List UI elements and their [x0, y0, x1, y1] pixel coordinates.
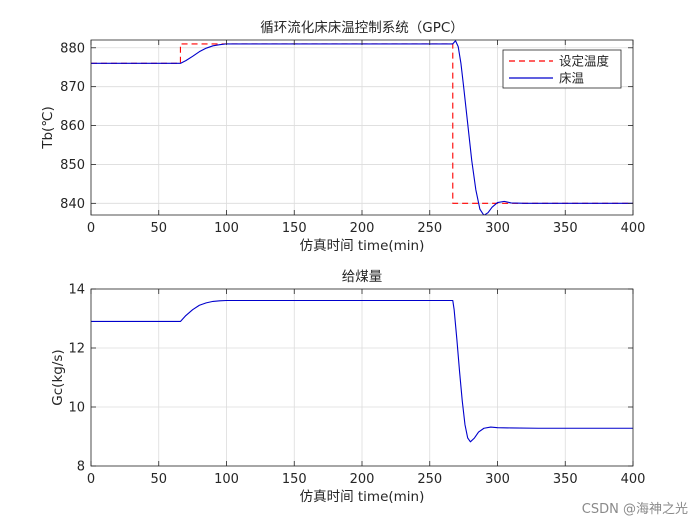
x-tick-label: 250 — [417, 221, 442, 236]
x-tick-label: 150 — [282, 472, 307, 487]
x-tick-label: 100 — [214, 221, 239, 236]
x-tick-label: 200 — [350, 472, 375, 487]
x-tick-label: 300 — [485, 472, 510, 487]
legend-label: 床温 — [559, 71, 585, 86]
y-tick-label: 840 — [60, 197, 85, 212]
y-tick-label: 860 — [60, 119, 85, 134]
x-tick-label: 300 — [485, 221, 510, 236]
x-tick-label: 200 — [350, 221, 375, 236]
series-line-床温 — [91, 40, 633, 215]
coal-feed-y-axis-label: Gc(kg/s) — [50, 349, 66, 405]
watermark: CSDN @海神之光 — [581, 502, 688, 517]
y-tick-label: 8 — [77, 460, 85, 475]
bed-temperature-plot: 0 50 100 150 200 250 300 350 400 840 850 860 870 880 循… — [40, 20, 645, 254]
x-tick-label: 250 — [417, 472, 442, 487]
bed-temp-x-axis-label: 仿真时间 time(min) — [300, 238, 425, 254]
x-tick-label: 150 — [282, 221, 307, 236]
x-tick-label: 0 — [87, 221, 95, 236]
x-tick-label: 100 — [214, 472, 239, 487]
x-tick-label: 400 — [621, 221, 646, 236]
x-tick-label: 50 — [150, 221, 167, 236]
y-tick-label: 10 — [68, 401, 85, 416]
series-line-coal-feed — [91, 299, 633, 443]
y-tick-label: 880 — [60, 41, 85, 56]
y-tick-label: 870 — [60, 80, 85, 95]
x-tick-label: 0 — [87, 472, 95, 487]
legend-box — [502, 49, 622, 89]
x-tick-label: 350 — [553, 472, 578, 487]
y-tick-label: 14 — [68, 283, 85, 298]
legend-label: 设定温度 — [559, 54, 610, 69]
x-tick-label: 350 — [553, 221, 578, 236]
bed-temp-y-axis-label: Tb(℃) — [40, 106, 56, 150]
bed-temp-title: 循环流化床床温控制系统（GPC） — [260, 20, 464, 36]
x-tick-label: 400 — [621, 472, 646, 487]
y-tick-label: 12 — [68, 342, 85, 357]
coal-feed-x-axis-label: 仿真时间 time(min) — [300, 489, 425, 505]
coal-feed-title: 给煤量 — [342, 269, 383, 285]
y-tick-label: 850 — [60, 158, 85, 173]
x-tick-label: 50 — [150, 472, 167, 487]
